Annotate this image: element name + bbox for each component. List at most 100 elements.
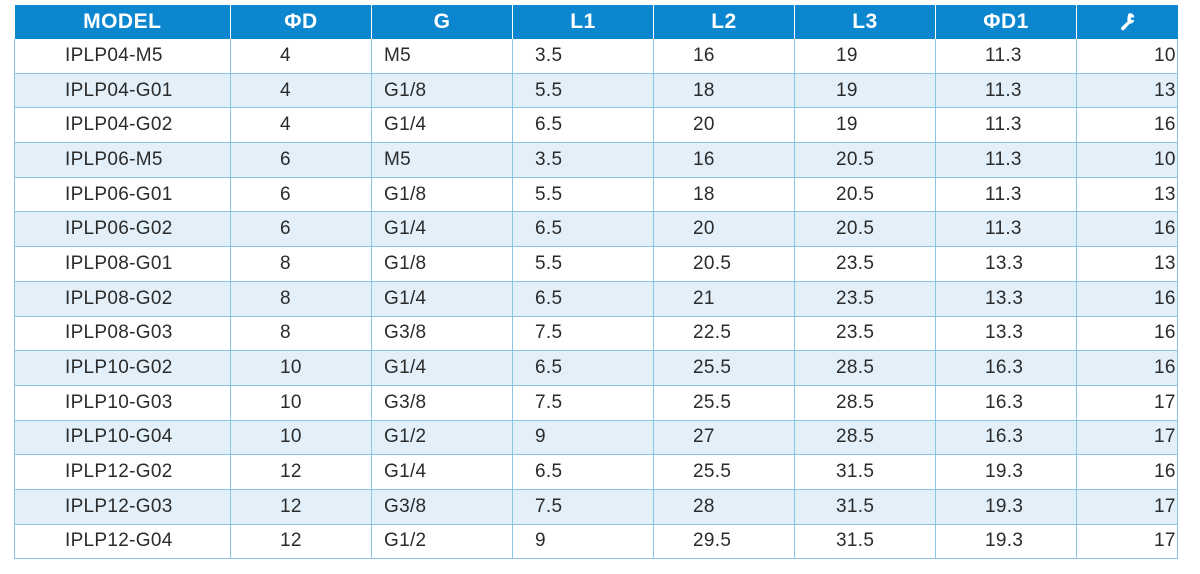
table-row: IPLP08-G03 8 G3/8 7.5 22.5 23.5 13.3 16 xyxy=(14,316,1178,352)
table-row: IPLP12-G02 12 G1/4 6.5 25.5 31.5 19.3 16 xyxy=(14,454,1178,490)
cell-diameter-d1: 16.3 xyxy=(935,350,1077,386)
cell-model: IPLP08-G01 xyxy=(14,246,231,282)
table-row: IPLP12-G04 12 G1/2 9 29.5 31.5 19.3 17 xyxy=(14,524,1178,560)
cell-model: IPLP04-M5 xyxy=(14,39,231,74)
cell-thread: G1/8 xyxy=(371,177,513,213)
table-row: IPLP12-G03 12 G3/8 7.5 28 31.5 19.3 17 xyxy=(14,489,1178,525)
table-row: IPLP04-G01 4 G1/8 5.5 18 19 11.3 13 xyxy=(14,73,1178,109)
cell-diameter: 4 xyxy=(230,73,372,109)
cell-model: IPLP04-G02 xyxy=(14,107,231,144)
cell-model: IPLP06-M5 xyxy=(14,142,231,178)
header-model: MODEL xyxy=(14,5,231,39)
cell-l2: 28 xyxy=(653,489,795,525)
cell-diameter-d1: 19.3 xyxy=(935,454,1077,490)
cell-l3: 19 xyxy=(794,73,936,109)
cell-model: IPLP10-G03 xyxy=(14,385,231,421)
cell-thread: G3/8 xyxy=(371,385,513,421)
table-body: IPLP04-M5 4 M5 3.5 16 19 11.3 10 IPLP04-G01 4 G1/8… xyxy=(14,39,1178,560)
cell-l2: 27 xyxy=(653,420,795,456)
cell-model: IPLP08-G03 xyxy=(14,316,231,352)
cell-diameter: 4 xyxy=(230,39,372,74)
cell-diameter: 6 xyxy=(230,142,372,178)
cell-diameter: 10 xyxy=(230,350,372,386)
table-row: IPLP10-G04 10 G1/2 9 27 28.5 16.3 17 xyxy=(14,420,1178,456)
cell-l2: 20 xyxy=(653,211,795,248)
cell-diameter: 8 xyxy=(230,246,372,282)
cell-l2: 18 xyxy=(653,73,795,109)
cell-l1: 5.5 xyxy=(512,246,654,282)
cell-l2: 18 xyxy=(653,177,795,213)
cell-diameter-d1: 13.3 xyxy=(935,316,1077,352)
cell-l3: 28.5 xyxy=(794,350,936,386)
cell-l3: 31.5 xyxy=(794,489,936,525)
cell-thread: M5 xyxy=(371,39,513,74)
cell-l2: 16 xyxy=(653,39,795,74)
header-diameter: ΦD xyxy=(230,5,372,39)
cell-diameter-d1: 11.3 xyxy=(935,177,1077,213)
cell-thread: G1/4 xyxy=(371,107,513,144)
cell-l1: 7.5 xyxy=(512,489,654,525)
table-row: IPLP06-G02 6 G1/4 6.5 20 20.5 11.3 16 xyxy=(14,211,1178,248)
cell-diameter: 12 xyxy=(230,489,372,525)
table-row: IPLP10-G02 10 G1/4 6.5 25.5 28.5 16.3 16 xyxy=(14,350,1178,386)
cell-l3: 20.5 xyxy=(794,142,936,178)
table-row: IPLP06-G01 6 G1/8 5.5 18 20.5 11.3 13 xyxy=(14,177,1178,213)
cell-model: IPLP12-G02 xyxy=(14,454,231,490)
cell-diameter: 6 xyxy=(230,211,372,248)
cell-torque: 16 xyxy=(1076,211,1178,248)
cell-l2: 25.5 xyxy=(653,385,795,421)
table-header-row: MODEL ΦD G L1 L2 L3 ΦD1 xyxy=(14,5,1178,39)
header-torque xyxy=(1076,5,1178,39)
cell-diameter-d1: 13.3 xyxy=(935,246,1077,282)
header-diameter-d1: ΦD1 xyxy=(935,5,1077,39)
cell-torque: 16 xyxy=(1076,454,1178,490)
spec-table-container: MODEL ΦD G L1 L2 L3 ΦD1 IPLP04-M5 4 M5 3.5 1… xyxy=(14,5,1178,560)
cell-diameter-d1: 11.3 xyxy=(935,39,1077,74)
cell-diameter-d1: 11.3 xyxy=(935,73,1077,109)
cell-l1: 6.5 xyxy=(512,281,654,317)
cell-l3: 20.5 xyxy=(794,177,936,213)
cell-l3: 20.5 xyxy=(794,211,936,248)
cell-thread: M5 xyxy=(371,142,513,178)
cell-diameter-d1: 19.3 xyxy=(935,489,1077,525)
cell-model: IPLP08-G02 xyxy=(14,281,231,317)
cell-l1: 9 xyxy=(512,420,654,456)
cell-l3: 19 xyxy=(794,107,936,144)
cell-thread: G1/8 xyxy=(371,73,513,109)
cell-l3: 28.5 xyxy=(794,420,936,456)
cell-model: IPLP06-G02 xyxy=(14,211,231,248)
cell-model: IPLP04-G01 xyxy=(14,73,231,109)
cell-l2: 22.5 xyxy=(653,316,795,352)
cell-l2: 29.5 xyxy=(653,524,795,560)
cell-thread: G3/8 xyxy=(371,316,513,352)
table-row: IPLP08-G01 8 G1/8 5.5 20.5 23.5 13.3 13 xyxy=(14,246,1178,282)
cell-l2: 20.5 xyxy=(653,246,795,282)
cell-l3: 28.5 xyxy=(794,385,936,421)
header-l1: L1 xyxy=(512,5,654,39)
cell-thread: G1/4 xyxy=(371,281,513,317)
cell-torque: 13 xyxy=(1076,73,1178,109)
table-row: IPLP04-G02 4 G1/4 6.5 20 19 11.3 16 xyxy=(14,107,1178,144)
cell-l1: 6.5 xyxy=(512,211,654,248)
cell-l3: 23.5 xyxy=(794,316,936,352)
cell-diameter: 6 xyxy=(230,177,372,213)
cell-torque: 13 xyxy=(1076,177,1178,213)
cell-l1: 7.5 xyxy=(512,316,654,352)
cell-diameter: 4 xyxy=(230,107,372,144)
cell-diameter-d1: 11.3 xyxy=(935,142,1077,178)
cell-torque: 10 xyxy=(1076,142,1178,178)
cell-thread: G1/2 xyxy=(371,420,513,456)
cell-l1: 6.5 xyxy=(512,107,654,144)
cell-diameter: 12 xyxy=(230,524,372,560)
table-row: IPLP04-M5 4 M5 3.5 16 19 11.3 10 xyxy=(14,39,1178,74)
cell-l1: 7.5 xyxy=(512,385,654,421)
cell-model: IPLP12-G03 xyxy=(14,489,231,525)
cell-torque: 17 xyxy=(1076,489,1178,525)
cell-l2: 16 xyxy=(653,142,795,178)
header-l3: L3 xyxy=(794,5,936,39)
cell-diameter-d1: 16.3 xyxy=(935,420,1077,456)
cell-thread: G3/8 xyxy=(371,489,513,525)
cell-torque: 10 xyxy=(1076,39,1178,74)
wrench-icon xyxy=(1121,13,1135,31)
cell-l3: 31.5 xyxy=(794,524,936,560)
